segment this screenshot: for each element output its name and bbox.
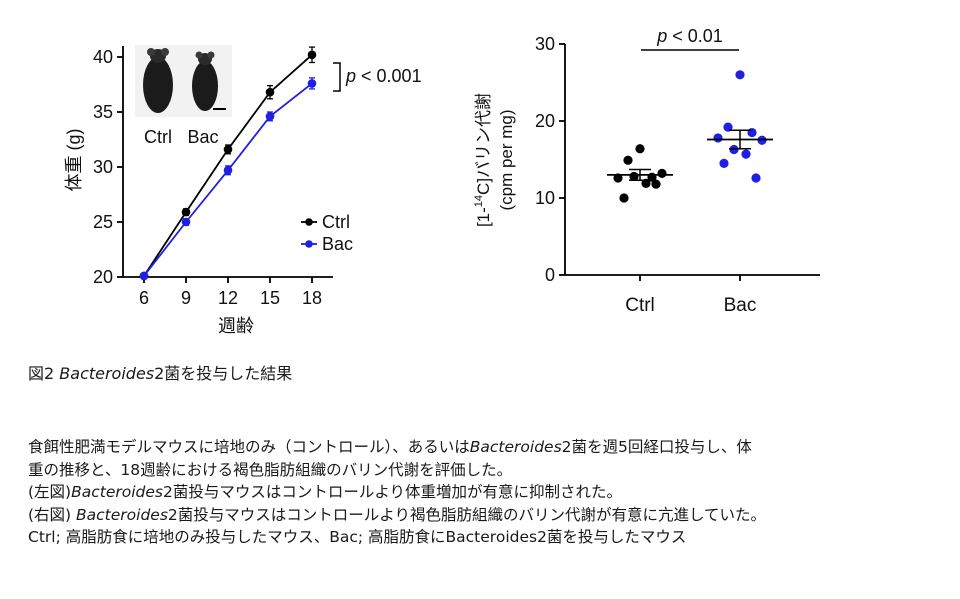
y-tick-label: 30: [535, 34, 555, 54]
y-ticks: 0 10 20 30: [535, 34, 565, 285]
legend-marker-ctrl: [305, 218, 313, 226]
valine-metabolism-chart: 0 10 20 30 Ctrl Bac [1-14C]バリン代謝 (cpm per mg…: [473, 26, 820, 316]
description-line: Ctrl; 高脂肪食に培地のみ投与したマウス、Bac; 高脂肪食にBactero…: [28, 526, 948, 549]
data-point-bac: [735, 70, 745, 80]
data-point-bac: [223, 166, 233, 175]
y-axis-label-line1: [1-14C]バリン代謝: [473, 93, 493, 227]
description-text: (左図): [28, 483, 72, 501]
description-text: 2菌投与マウスはコントロールより体重増加が有意に抑制された。: [163, 483, 623, 501]
description-line: (左図)Bacteroides2菌投与マウスはコントロールより体重増加が有意に抑…: [28, 481, 948, 504]
x-tick-label: 12: [218, 288, 238, 308]
caption-suffix: 2菌を投与した結果: [154, 364, 293, 383]
data-point-ctrl: [223, 145, 233, 154]
y-tick-label: 0: [545, 265, 555, 285]
data-point-bac: [751, 173, 761, 183]
p-value-right: p < 0.01: [656, 26, 723, 46]
data-points: [607, 70, 773, 203]
description-line: 食餌性肥満モデルマウスに培地のみ（コントロール）、あるいはBacteroides…: [28, 436, 948, 459]
description-text: 2菌投与マウスはコントロールより褐色脂肪組織のバリン代謝が有意に亢進していた。: [167, 505, 767, 524]
y-tick-label: 25: [93, 212, 113, 232]
data-point-bac: [729, 144, 739, 155]
description-text: 食餌性肥満モデルマウスに培地のみ（コントロール）、あるいは: [28, 438, 470, 456]
significance-bracket: [333, 62, 341, 92]
x-tick-label: 6: [139, 288, 149, 308]
caption-italic: Bacteroides: [59, 364, 155, 383]
description-text: 重の推移と、18週齢における褐色脂肪組織のバリン代謝を評価した。: [28, 460, 513, 479]
description-italic: Bacteroides: [71, 483, 163, 501]
y-axis-label-line2: (cpm per mg): [497, 109, 516, 210]
bac-mouse-ear-left: [195, 51, 203, 59]
data-point-bac: [181, 217, 191, 227]
x-tick-label: 9: [181, 288, 191, 308]
data-point-ctrl: [651, 179, 661, 189]
caption-prefix: 図2: [28, 364, 60, 383]
description-line: (右図) Bacteroides2菌投与マウスはコントロールより褐色脂肪組織のバ…: [28, 504, 948, 527]
data-point-bac: [723, 122, 733, 132]
ctrl-mouse-silhouette: [143, 57, 173, 113]
description-text: Ctrl; 高脂肪食に培地のみ投与したマウス、Bac; 高脂肪食にBactero…: [28, 528, 687, 546]
figure-description: 食餌性肥満モデルマウスに培地のみ（コントロール）、あるいはBacteroides…: [28, 436, 948, 549]
figure-2: Ctrl Bac 20 25 30 35 40 6 9 12 15 18 週齢 体重 (g) C…: [64, 26, 820, 336]
data-point-bac: [139, 271, 149, 281]
x-tick-label-ctrl: Ctrl: [625, 295, 655, 316]
ctrl-mouse-ear-left: [147, 48, 155, 56]
data-point-bac: [713, 133, 723, 143]
y-tick-label: 30: [93, 157, 113, 177]
bac-mouse-silhouette: [192, 61, 218, 111]
photo-label-bac: Bac: [187, 127, 218, 147]
legend: Ctrl Bac: [301, 212, 353, 254]
description-italic: Bacteroides: [469, 438, 562, 456]
data-point-ctrl: [181, 207, 191, 217]
x-tick-label: 15: [260, 288, 280, 308]
data-point-bac: [265, 112, 275, 121]
legend-marker-bac: [305, 240, 313, 248]
data-point-bac: [747, 127, 757, 138]
y-tick-label: 35: [93, 102, 113, 122]
data-point-ctrl: [641, 178, 651, 188]
description-italic: Bacteroides: [76, 505, 168, 524]
series: [139, 46, 317, 281]
x-ticks: 6 9 12 15 18: [139, 277, 322, 308]
y-tick-label: 40: [93, 47, 113, 67]
figure-caption: 図2 Bacteroides2菌を投与した結果: [28, 360, 292, 384]
legend-label-ctrl: Ctrl: [322, 212, 350, 232]
data-point-ctrl: [265, 87, 275, 97]
x-ticks: Ctrl Bac: [625, 275, 756, 316]
data-point-ctrl: [635, 144, 645, 154]
x-tick-label: 18: [302, 288, 322, 308]
body-weight-chart: Ctrl Bac 20 25 30 35 40 6 9 12 15 18 週齢 体重 (g) C…: [64, 45, 422, 336]
x-tick-label-bac: Bac: [724, 295, 757, 316]
bac-mouse-ear-right: [207, 51, 215, 59]
data-point-ctrl: [623, 155, 633, 165]
data-point-bac: [741, 149, 751, 159]
mouse-photo: [135, 45, 232, 117]
y-tick-label: 20: [93, 267, 113, 287]
data-point-ctrl: [657, 168, 667, 178]
legend-label-bac: Bac: [322, 234, 353, 254]
description-text: 2菌を週5回経口投与し、体: [561, 438, 752, 456]
y-ticks: 20 25 30 35 40: [93, 47, 123, 287]
description-text: (右図): [28, 505, 77, 524]
description-line: 重の推移と、18週齢における褐色脂肪組織のバリン代謝を評価した。: [28, 459, 948, 482]
data-point-bac: [719, 158, 729, 168]
y-tick-label: 20: [535, 111, 555, 131]
x-axis-label: 週齢: [218, 316, 254, 336]
axes: [564, 44, 820, 276]
data-point-bac: [307, 79, 317, 88]
p-value-left: p < 0.001: [345, 66, 422, 86]
data-point-ctrl: [619, 193, 629, 203]
y-tick-label: 10: [535, 188, 555, 208]
data-point-ctrl: [307, 50, 317, 60]
y-axis-label: 体重 (g): [64, 129, 84, 192]
ctrl-mouse-ear-right: [161, 48, 169, 56]
photo-label-ctrl: Ctrl: [144, 127, 172, 147]
